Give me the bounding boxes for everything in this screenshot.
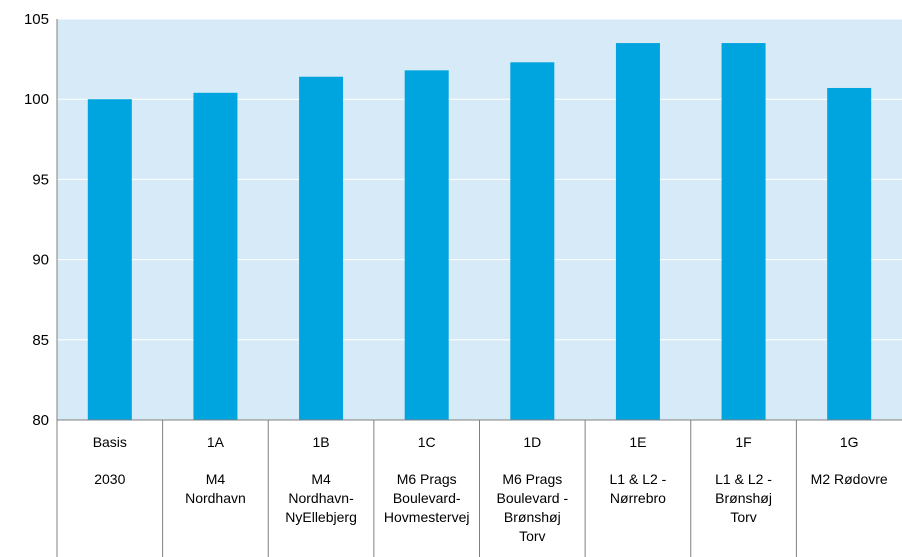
category-name-label: M2 Rødovre xyxy=(811,471,888,487)
bar xyxy=(827,87,872,421)
category-name-label: M4 xyxy=(206,471,226,487)
bar xyxy=(510,62,555,421)
category-name-label: M6 Prags xyxy=(502,471,562,487)
category-name-label: Brønshøj xyxy=(715,490,772,506)
category-code-label: 1F xyxy=(735,434,751,450)
category-code-label: 1B xyxy=(313,434,330,450)
bar xyxy=(404,70,449,420)
category-code-label: 1A xyxy=(207,434,225,450)
category-name-label: L1 & L2 - xyxy=(715,471,772,487)
category-name-label: NyEllebjerg xyxy=(285,509,357,525)
category-name-label: L1 & L2 - xyxy=(610,471,667,487)
category-code-label: Basis xyxy=(93,434,127,450)
category-name-label: Torv xyxy=(730,509,756,525)
category-name-label: Nordhavn xyxy=(185,490,246,506)
category-name-label: M6 Prags xyxy=(397,471,457,487)
y-tick-label: 105 xyxy=(24,11,49,28)
category-code-label: 1D xyxy=(523,434,541,450)
x-axis-table xyxy=(56,19,902,557)
category-name-label: Boulevard - xyxy=(497,490,569,506)
y-axis-tick-labels: 80 85 90 95 100 105 xyxy=(24,11,49,429)
bar xyxy=(615,43,660,421)
bars xyxy=(87,43,872,421)
plot-area xyxy=(57,19,902,420)
bar xyxy=(721,43,766,421)
category-code-label: 1C xyxy=(418,434,436,450)
category-name-label: M4 xyxy=(311,471,331,487)
category-code-label: 1G xyxy=(840,434,859,450)
category-code-label: 1E xyxy=(629,434,646,450)
category-name-label: 2030 xyxy=(94,471,125,487)
y-tick-label: 95 xyxy=(32,171,49,188)
bar xyxy=(193,92,238,420)
category-name-label: Nordhavn- xyxy=(288,490,354,506)
category-labels: Basis 2030 1A M4 Nordhavn 1B M4 Nordhavn- NyElle… xyxy=(93,434,888,544)
y-tick-label: 80 xyxy=(32,412,49,429)
category-name-label: Brønshøj xyxy=(504,509,561,525)
y-tick-label: 85 xyxy=(32,332,49,349)
y-tick-label: 100 xyxy=(24,91,49,108)
bar xyxy=(87,99,132,420)
y-tick-label: 90 xyxy=(32,252,49,269)
category-name-label: Nørrebro xyxy=(610,490,666,506)
bar xyxy=(299,76,344,420)
category-name-label: Boulevard- xyxy=(393,490,461,506)
category-name-label: Torv xyxy=(519,528,545,544)
category-name-label: Hovmestervej xyxy=(384,509,470,525)
